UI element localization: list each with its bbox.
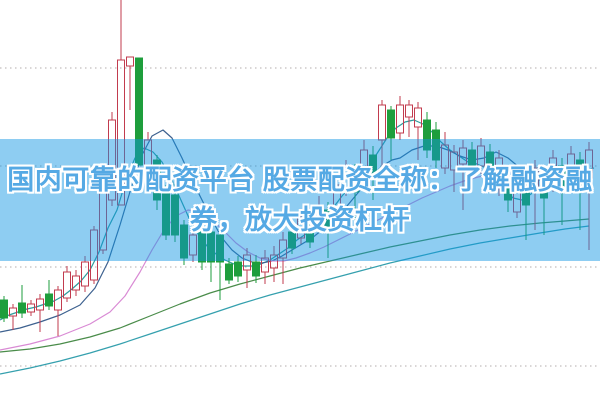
- headline: 国内可靠的配资平台 股票配资全称：了解融资融 券，放大投资杠杆: [0, 160, 600, 240]
- headline-line-2: 券，放大投资杠杆: [190, 205, 410, 235]
- headline-line-1: 国内可靠的配资平台 股票配资全称：了解融资融: [7, 165, 593, 195]
